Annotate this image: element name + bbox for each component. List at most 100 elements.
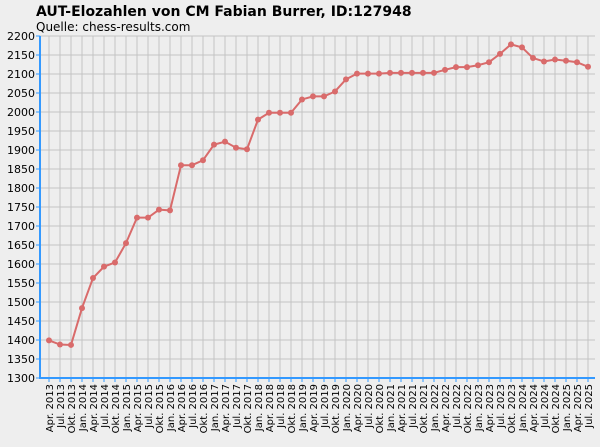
x-tick-label: Okt. 2023 bbox=[507, 384, 518, 433]
point bbox=[288, 109, 294, 116]
x-tick-label: Jan. 2018 bbox=[254, 384, 265, 432]
point bbox=[442, 66, 448, 73]
y-tick-label: 1300 bbox=[7, 372, 35, 385]
y-tick-label: 1550 bbox=[7, 277, 35, 290]
x-tick-label: Okt. 2020 bbox=[375, 384, 386, 433]
point bbox=[244, 146, 250, 153]
point bbox=[486, 59, 492, 66]
y-tick-label: 1600 bbox=[7, 258, 35, 271]
point bbox=[79, 305, 85, 312]
point bbox=[189, 162, 195, 169]
point bbox=[46, 337, 52, 344]
x-tick-label: Apr. 2019 bbox=[309, 384, 320, 432]
x-tick-label: Okt. 2021 bbox=[419, 384, 430, 433]
x-tick-label: Apr. 2017 bbox=[221, 384, 232, 432]
x-tick-label: Apr. 2025 bbox=[573, 384, 584, 432]
x-tick-label: Apr. 2022 bbox=[441, 384, 452, 432]
x-tick-label: Jan. 2021 bbox=[386, 384, 397, 432]
x-tick-label: Apr. 2021 bbox=[397, 384, 408, 432]
y-tick-label: 2000 bbox=[7, 106, 35, 119]
point bbox=[365, 70, 371, 77]
y-tick-label: 1500 bbox=[7, 296, 35, 309]
x-tick-label: Okt. 2014 bbox=[111, 384, 122, 433]
point bbox=[310, 93, 316, 100]
point bbox=[574, 59, 580, 66]
x-tick-label: Apr. 2023 bbox=[485, 384, 496, 432]
point bbox=[332, 88, 338, 95]
x-tick-label: Jul. 2023 bbox=[496, 384, 507, 429]
point bbox=[354, 70, 360, 77]
x-tick-label: Jan. 2025 bbox=[562, 384, 573, 432]
x-tick-label: Jul. 2017 bbox=[232, 384, 243, 429]
point bbox=[376, 70, 382, 77]
x-tick-label: Okt. 2015 bbox=[155, 384, 166, 433]
x-tick-label: Jul. 2013 bbox=[56, 384, 67, 429]
x-tick-label: Jul. 2014 bbox=[100, 384, 111, 429]
x-tick-label: Jul. 2015 bbox=[144, 384, 155, 429]
point bbox=[420, 69, 426, 76]
y-tick-label: 2200 bbox=[7, 30, 35, 43]
x-tick-label: Apr. 2014 bbox=[89, 384, 100, 432]
x-tick-label: Jan. 2016 bbox=[166, 384, 177, 432]
x-tick-label: Apr. 2020 bbox=[353, 384, 364, 432]
point bbox=[211, 141, 217, 148]
point bbox=[387, 69, 393, 76]
point bbox=[57, 341, 63, 348]
x-tick-label: Apr. 2013 bbox=[45, 384, 56, 432]
point bbox=[541, 58, 547, 65]
point bbox=[343, 76, 349, 83]
x-tick-label: Jan. 2024 bbox=[518, 384, 529, 432]
point bbox=[409, 69, 415, 76]
x-tick-label: Okt. 2022 bbox=[463, 384, 474, 433]
point bbox=[167, 207, 173, 214]
point bbox=[178, 162, 184, 169]
point bbox=[222, 138, 228, 145]
x-tick-label: Jan. 2019 bbox=[298, 384, 309, 432]
point bbox=[398, 69, 404, 76]
x-tick-label: Okt. 2013 bbox=[67, 384, 78, 433]
x-tick-label: Jul. 2016 bbox=[188, 384, 199, 429]
point bbox=[530, 55, 536, 62]
x-tick-label: Jan. 2022 bbox=[430, 384, 441, 432]
point bbox=[101, 263, 107, 270]
chart-title: AUT-Elozahlen von CM Fabian Burrer, ID:1… bbox=[36, 4, 412, 20]
point bbox=[552, 56, 558, 63]
point bbox=[508, 41, 514, 48]
x-tick-label: Apr. 2024 bbox=[529, 384, 540, 432]
x-tick-label: Jul. 2018 bbox=[276, 384, 287, 429]
point bbox=[431, 69, 437, 76]
point bbox=[563, 57, 569, 64]
point bbox=[519, 44, 525, 51]
x-tick-label: Jul. 2022 bbox=[452, 384, 463, 429]
x-tick-label: Jul. 2024 bbox=[540, 384, 551, 429]
x-tick-label: Okt. 2019 bbox=[331, 384, 342, 433]
x-tick-label: Jan. 2015 bbox=[122, 384, 133, 432]
y-tick-label: 1650 bbox=[7, 239, 35, 252]
point bbox=[90, 275, 96, 282]
y-tick-label: 1950 bbox=[7, 125, 35, 138]
x-tick-label: Jul. 2020 bbox=[364, 384, 375, 429]
x-tick-label: Okt. 2018 bbox=[287, 384, 298, 433]
y-tick-label: 1400 bbox=[7, 334, 35, 347]
point bbox=[145, 214, 151, 221]
y-tick-label: 1350 bbox=[7, 353, 35, 366]
x-tick-label: Jul. 2021 bbox=[408, 384, 419, 429]
y-tick-label: 1750 bbox=[7, 201, 35, 214]
x-tick-label: Okt. 2024 bbox=[551, 384, 562, 433]
point bbox=[112, 259, 118, 266]
x-tick-label: Okt. 2016 bbox=[199, 384, 210, 433]
y-tick-label: 2050 bbox=[7, 87, 35, 100]
x-tick-label: Apr. 2018 bbox=[265, 384, 276, 432]
y-tick-label: 1850 bbox=[7, 163, 35, 176]
x-tick-label: Jan. 2014 bbox=[78, 384, 89, 432]
y-tick-label: 1450 bbox=[7, 315, 35, 328]
point bbox=[475, 62, 481, 69]
x-tick-label: Jan. 2020 bbox=[342, 384, 353, 432]
x-tick-label: Jan. 2023 bbox=[474, 384, 485, 432]
chart-subtitle: Quelle: chess-results.com bbox=[36, 20, 190, 34]
x-tick-label: Jul. 2025 bbox=[584, 384, 595, 429]
x-tick-label: Jan. 2017 bbox=[210, 384, 221, 432]
point bbox=[255, 116, 261, 123]
